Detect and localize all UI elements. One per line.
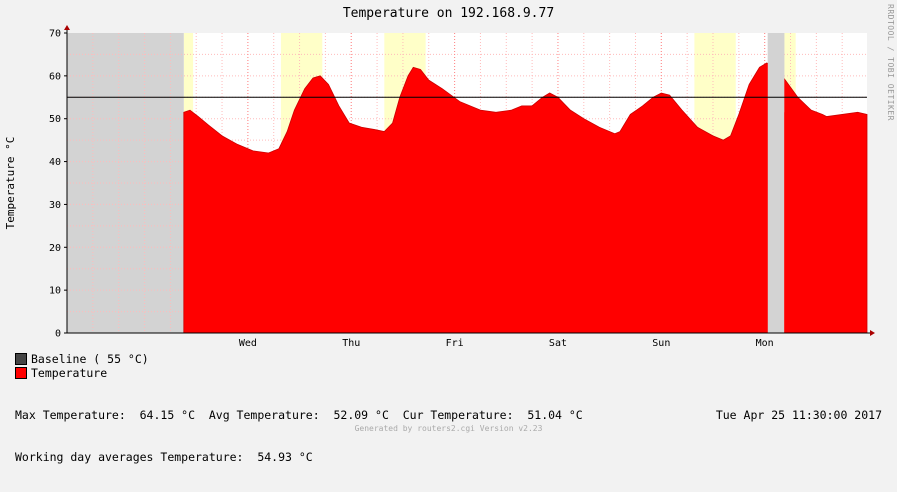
x-tick-label-wed: Wed <box>239 338 257 349</box>
legend-item-baseline: Baseline ( 55 °C) <box>15 352 149 366</box>
x-tick-labels: Wed Thu Fri Sat Sun Mon <box>239 338 774 349</box>
legend-item-temperature: Temperature <box>15 366 149 380</box>
chart-window: Temperature on 192.168.9.77 RRDTOOL / TO… <box>4 4 895 464</box>
timestamp: Tue Apr 25 11:30:00 2017 <box>715 408 882 422</box>
temperature-area <box>183 62 868 334</box>
y-tick-label-10: 10 <box>49 286 61 297</box>
y-tick-label-60: 60 <box>49 71 61 82</box>
no-data-gap <box>767 33 785 333</box>
x-tick-label-mon: Mon <box>756 338 774 349</box>
stats: Max Temperature: 64.15 °C Avg Temperatur… <box>15 380 583 492</box>
y-axis-arrow <box>64 25 70 30</box>
rrdtool-credit: RRDTOOL / TOBI OETIKER <box>886 4 895 121</box>
legend-label-temperature: Temperature <box>31 366 108 380</box>
x-tick-label-fri: Fri <box>446 338 464 349</box>
axes <box>64 25 875 336</box>
y-tick-label-70: 70 <box>49 29 61 40</box>
legend: Baseline ( 55 °C) Temperature <box>15 352 149 380</box>
temperature-series <box>183 33 868 334</box>
legend-swatch-temperature <box>15 367 27 379</box>
plot-area: 0 10 20 30 40 50 60 70 Wed Thu Fri Sat Sun Mon <box>49 25 875 349</box>
y-tick-label-0: 0 <box>55 329 61 340</box>
temperature-area-tail <box>784 112 796 334</box>
x-tick-label-sat: Sat <box>549 338 567 349</box>
legend-swatch-baseline <box>15 353 27 365</box>
stats-line-max-avg-cur: Max Temperature: 64.15 °C Avg Temperatur… <box>15 408 583 422</box>
generator-footer: Generated by routers2.cgi Version v2.23 <box>354 424 543 433</box>
legend-label-baseline: Baseline ( 55 °C) <box>31 352 149 366</box>
y-tick-label-30: 30 <box>49 200 61 211</box>
stats-line-working-day: Working day averages Temperature: 54.93 … <box>15 450 313 464</box>
x-tick-label-sun: Sun <box>652 338 670 349</box>
x-axis-arrow <box>870 330 875 336</box>
y-tick-label-20: 20 <box>49 243 61 254</box>
y-tick-label-50: 50 <box>49 114 61 125</box>
y-tick-label-40: 40 <box>49 157 61 168</box>
chart-title: Temperature on 192.168.9.77 <box>342 6 555 21</box>
x-tick-label-thu: Thu <box>342 338 360 349</box>
y-tick-labels: 0 10 20 30 40 50 60 70 <box>49 29 67 340</box>
no-data-band-0 <box>67 33 184 333</box>
